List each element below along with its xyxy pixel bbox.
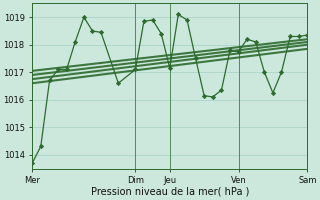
X-axis label: Pression niveau de la mer( hPa ): Pression niveau de la mer( hPa )	[91, 187, 249, 197]
